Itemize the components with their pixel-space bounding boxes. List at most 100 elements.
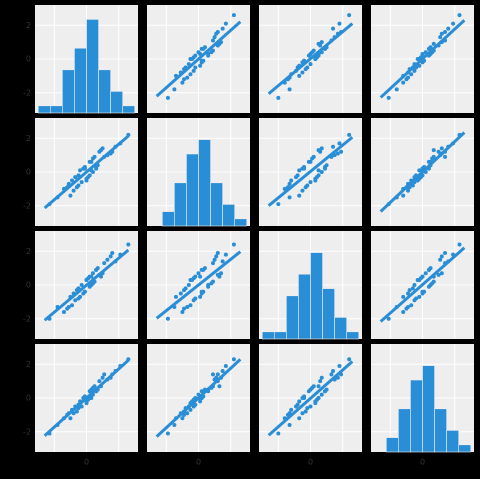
point [201, 46, 206, 51]
hist-bar [434, 408, 447, 453]
hist-bar [49, 105, 63, 114]
point [394, 87, 399, 92]
hist-bar [422, 365, 435, 453]
point [287, 181, 292, 186]
point [313, 401, 318, 406]
hist-bar [37, 105, 51, 114]
point [182, 288, 187, 293]
point [431, 148, 436, 153]
point [217, 274, 222, 279]
point [172, 423, 177, 427]
hist-bar [198, 139, 211, 227]
point [182, 77, 187, 82]
point [87, 173, 92, 178]
point [417, 168, 422, 173]
fit-line [379, 131, 466, 213]
point [319, 375, 324, 380]
point [105, 257, 110, 262]
point [446, 26, 451, 31]
hist-bar [334, 317, 348, 340]
point [438, 257, 443, 262]
point [406, 75, 411, 80]
hist-bar [234, 218, 248, 227]
point [297, 399, 302, 404]
point [188, 72, 193, 77]
point [305, 406, 310, 411]
y-tick-label: -2 [23, 314, 31, 323]
point [423, 271, 428, 276]
point [180, 416, 185, 421]
hist-bar [210, 182, 223, 227]
point [303, 409, 308, 414]
point [100, 375, 105, 380]
point [90, 385, 95, 390]
point [180, 80, 185, 85]
point [219, 271, 224, 276]
point [316, 384, 321, 389]
point [76, 296, 81, 301]
point [210, 261, 215, 266]
point [188, 277, 193, 282]
point [126, 242, 131, 247]
fit-line [267, 136, 354, 207]
point [110, 250, 115, 255]
point [406, 304, 411, 309]
point [178, 291, 183, 296]
point [215, 250, 220, 255]
point [68, 193, 73, 198]
point [302, 396, 307, 400]
hist-bar [74, 47, 87, 114]
point [79, 283, 84, 287]
point [201, 267, 206, 272]
point [82, 289, 87, 294]
point [339, 149, 344, 154]
point [90, 271, 95, 276]
point [165, 316, 170, 321]
point [410, 183, 415, 188]
y-tick-label: -2 [23, 427, 31, 436]
y-tick-label: 2 [26, 21, 31, 30]
point [412, 283, 417, 287]
point [217, 384, 222, 389]
point [406, 291, 411, 296]
point [90, 170, 95, 174]
point [438, 35, 443, 40]
point [303, 67, 308, 72]
point [316, 148, 321, 153]
point [302, 166, 307, 171]
point [308, 180, 313, 185]
y-tick-label: 0 [26, 281, 31, 290]
point [303, 185, 308, 190]
point [337, 21, 342, 26]
point [223, 252, 228, 257]
point [276, 202, 281, 207]
point [102, 261, 107, 266]
y-tick-label: -2 [23, 201, 31, 210]
point [61, 310, 66, 314]
point [426, 46, 431, 51]
point [196, 271, 201, 276]
point [316, 396, 321, 400]
point [287, 195, 292, 200]
point [319, 40, 324, 45]
point [316, 41, 321, 46]
fit-line [379, 19, 466, 99]
point [300, 411, 305, 416]
point [451, 21, 456, 26]
point [335, 151, 340, 156]
point [457, 13, 462, 18]
point [401, 193, 406, 198]
point [193, 296, 198, 301]
hist-bar [186, 153, 199, 227]
point [212, 35, 217, 40]
point [210, 372, 215, 377]
point [193, 274, 198, 279]
fit-line [267, 22, 354, 95]
point [108, 254, 113, 259]
point [188, 303, 193, 308]
point [198, 399, 203, 404]
point [71, 188, 76, 193]
point [386, 95, 391, 100]
point [78, 168, 83, 173]
